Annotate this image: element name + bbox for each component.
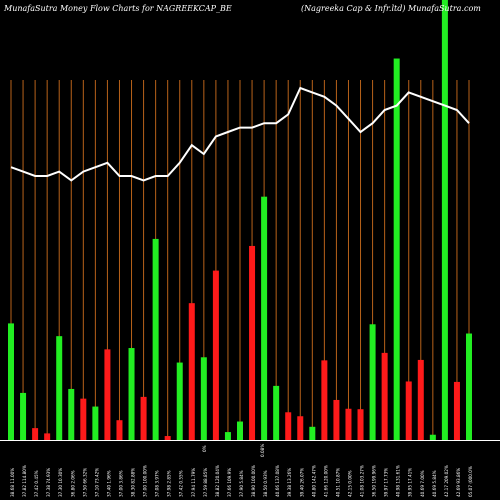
bar-09-01-2024 [56,336,63,440]
chart-subtitle: (Nagreeka Cap & Infr.ltd) MunafaSutra.co… [301,4,481,13]
x-tick-label: 40.80 142.47% [311,465,316,497]
bar-06-02-2024 [285,412,292,440]
bar-19-02-2024 [393,58,400,441]
bar-18-01-2024 [140,396,147,440]
x-tick-label: 42.15 0.00% [347,470,352,497]
bar-27-02-2024 [466,333,472,440]
money-flow-line [10,86,470,182]
x-tick-label: 36.80 2.06% [70,470,75,497]
x-tick-label: 38.90 100.00% [251,465,256,497]
x-tick-label: 36.50 199.96% [372,465,377,497]
bar-08-01-2024 [44,433,51,440]
x-tick-label: 37.08 3.97% [155,470,160,497]
bar-16-01-2024 [116,420,123,440]
x-tick-label: 39.97 17.73% [384,468,389,497]
bar-15-01-2024 [104,349,111,440]
x-tick-label: 38.82 120.04% [215,465,220,497]
bar-23-01-2024 [176,362,183,440]
x-tick-label: 40.69 7.00% [420,470,425,497]
x-tick-label: 37.94 11.79% [191,468,196,497]
x-tick-label: 41.66 120.00% [323,465,328,497]
bar-24-01-2024 [188,303,195,440]
x-tick-label: 40.98 131.61% [396,465,401,497]
x-tick-label: 38.68 11.00% [10,468,15,497]
bar-17-01-2024 [128,348,135,440]
bar-12-02-2024 [333,399,340,440]
x-tick-label: 40.51 10.87% [335,468,340,497]
inline-label: 0% [202,445,207,452]
x-tick-label: 37.00 100.00% [143,465,148,497]
bar-04-01-2024 [20,392,27,440]
chart-title: MunafaSutra Money Flow Charts for NAGREE… [4,4,232,13]
bar-07-02-2024 [297,416,304,440]
x-tick-label: 37.82 114.80% [22,465,27,497]
bar-10-01-2024 [68,388,75,440]
x-tick-label: 37.38 74.93% [46,468,51,497]
bar-02-02-2024 [261,196,268,440]
x-tick-label: 41.08 103.27% [360,465,365,497]
x-tick-label: 37.59 88.85% [203,468,208,497]
x-tick-label: 37.50 66.32% [82,468,87,497]
bar-05-01-2024 [32,428,39,440]
bar-15-02-2024 [369,324,376,440]
bar-16-02-2024 [381,352,388,440]
x-tick-label: 37.00 3.86% [118,470,123,497]
x-tick-label: 37.90 5.84% [239,470,244,497]
bar-09-02-2024 [321,360,328,440]
bar-12-01-2024 [92,406,99,440]
bar-14-02-2024 [357,409,364,440]
bar-01-02-2024 [249,245,256,440]
bar-30-01-2024 [224,432,231,440]
x-tick-label: 42.17 209.02% [444,465,449,497]
bar-31-01-2024 [237,421,243,440]
x-tick-label: 40.69 5.84% [432,470,437,497]
x-tick-label: 38.50 0.93% [263,470,268,497]
x-tick-label: 40.66 137.08% [275,465,280,497]
bar-22-02-2024 [429,434,436,440]
x-tick-label: 37.30 10.30% [58,468,63,497]
x-tick-label: 39.40 26.07% [299,468,304,497]
x-tick-label: 38.30 82.88% [131,468,136,497]
bar-21-02-2024 [417,359,424,440]
x-tick-label: 05.07 (000.0% [468,466,473,497]
bar-20-02-2024 [405,381,412,440]
bar-23-02-2024 [441,0,448,440]
bar-26-02-2024 [453,381,460,440]
bar-05-02-2024 [273,385,280,440]
bar-29-01-2024 [212,270,219,440]
x-tick-label: 37.40 1.96% [106,470,111,497]
bar-13-02-2024 [345,408,352,440]
x-tick-label: 39.38 13.26% [287,468,292,497]
inline-label: 0.08% [260,444,265,457]
bar-19-01-2024 [152,238,159,440]
x-tick-label: 37.10 73.42% [94,468,99,497]
x-tick-label: 37.66 109.9% [227,468,232,497]
bar-25-01-2024 [200,357,207,440]
x-tick-label: 37.42 0.55% [179,470,184,497]
bar-03-01-2024 [8,323,14,440]
bar-11-01-2024 [80,398,87,440]
x-tick-label: 37.98 2.85% [167,470,172,497]
bar-22-01-2024 [164,436,171,440]
x-tick-label: 42.69 93.86% [456,468,461,497]
x-tick-label: 39.95 17.41% [408,468,413,497]
x-tick-label: 37.42 0.45% [34,470,39,497]
bar-08-02-2024 [309,426,316,440]
